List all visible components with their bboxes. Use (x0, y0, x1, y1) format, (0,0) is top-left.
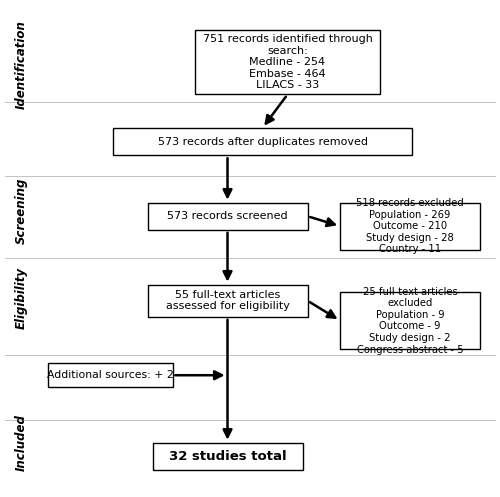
Bar (48, 363, 172, 387)
Text: 55 full-text articles
assessed for eligibility: 55 full-text articles assessed for eligi… (166, 290, 290, 312)
Bar (148, 202, 308, 230)
Text: Identification: Identification (14, 20, 28, 109)
Text: 573 records after duplicates removed: 573 records after duplicates removed (158, 137, 368, 147)
Text: 518 records excluded
Population - 269
Outcome - 210
Study design - 28
Country - : 518 records excluded Population - 269 Ou… (356, 198, 464, 254)
Text: Included: Included (14, 414, 28, 471)
Text: 751 records identified through
search:
Medline - 254
Embase - 464
LILACS - 33: 751 records identified through search: M… (202, 34, 372, 90)
Text: Additional sources: + 2: Additional sources: + 2 (46, 370, 174, 380)
Bar (340, 202, 480, 249)
Text: Screening: Screening (14, 178, 28, 245)
Bar (148, 284, 308, 317)
Text: 25 full-text articles
excluded
Population - 9
Outcome - 9
Study design - 2
Congr: 25 full-text articles excluded Populatio… (356, 287, 464, 354)
Bar (195, 30, 380, 94)
Bar (152, 442, 302, 470)
Bar (340, 292, 480, 349)
Text: 32 studies total: 32 studies total (168, 450, 286, 463)
Text: Eligibility: Eligibility (14, 267, 28, 329)
Text: 573 records screened: 573 records screened (167, 211, 288, 221)
Bar (112, 128, 412, 155)
